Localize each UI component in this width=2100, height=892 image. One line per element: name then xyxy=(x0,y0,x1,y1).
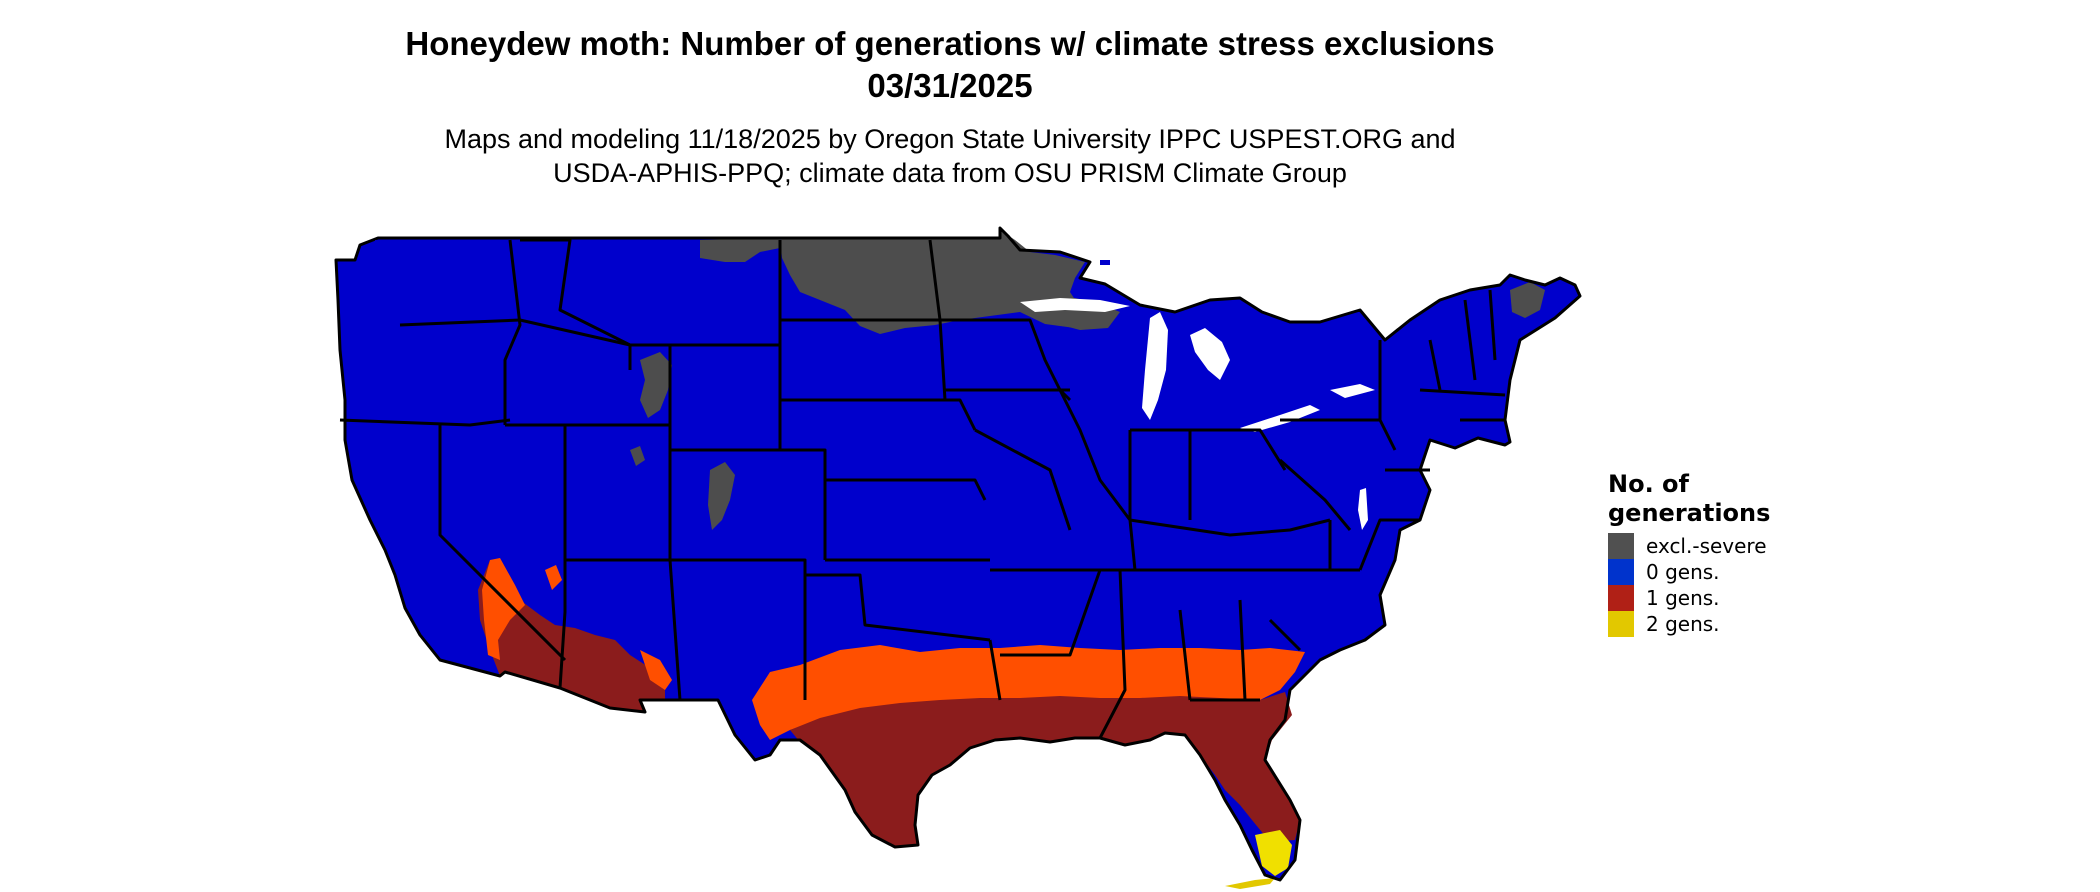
two-gen-south-florida xyxy=(1255,830,1292,876)
legend-title-line-2: generations xyxy=(1608,499,1771,527)
legend-swatch xyxy=(1608,611,1634,637)
legend-item: 1 gens. xyxy=(1608,585,1770,611)
legend-label: 0 gens. xyxy=(1646,560,1720,584)
legend-swatch xyxy=(1608,533,1634,559)
one-gen-dark-southwest xyxy=(478,560,665,712)
map-legend: No. of generations excl.-severe 0 gens. 1 … xyxy=(1608,470,1770,637)
exclusion-zone-colorado xyxy=(708,462,735,530)
one-gen-orange-arizona xyxy=(640,650,672,690)
subtitle-line-2: USDA-APHIS-PPQ; climate data from OSU PR… xyxy=(553,158,1347,188)
exclusion-zone-north-dakota-minnesota xyxy=(700,238,780,262)
legend-item: excl.-severe xyxy=(1608,533,1770,559)
state-borders xyxy=(334,226,1582,882)
legend-swatch xyxy=(1608,559,1634,585)
one-gen-orange-colorado-river xyxy=(545,565,562,590)
legend-item: 0 gens. xyxy=(1608,559,1770,585)
lake-ontario xyxy=(1330,384,1375,398)
one-gen-orange-band-south xyxy=(752,645,1305,740)
lake-superior xyxy=(1020,298,1130,312)
one-gen-dark-gulf xyxy=(790,692,1300,847)
exclusion-zone-maine xyxy=(1510,282,1545,318)
two-gen-florida-keys xyxy=(1225,878,1275,889)
chesapeake-bay xyxy=(1358,488,1368,530)
legend-label: 2 gens. xyxy=(1646,612,1720,636)
legend-label: 1 gens. xyxy=(1646,586,1720,610)
subtitle-line-1: Maps and modeling 11/18/2025 by Oregon S… xyxy=(444,124,1456,154)
lake-huron xyxy=(1190,328,1230,380)
exclusion-zone-north-central xyxy=(780,230,1100,334)
legend-items: excl.-severe 0 gens. 1 gens. 2 gens. xyxy=(1608,533,1770,637)
us-landmass xyxy=(336,228,1580,880)
legend-title-line-1: No. of xyxy=(1608,470,1689,498)
legend-item: 2 gens. xyxy=(1608,611,1770,637)
one-gen-orange-southwest xyxy=(482,558,525,660)
coastal-islands xyxy=(375,240,1226,660)
exclusion-zone-utah xyxy=(630,446,645,466)
legend-swatch xyxy=(1608,585,1634,611)
exclusion-zone-wyoming xyxy=(640,352,672,418)
lake-michigan xyxy=(1142,312,1168,420)
legend-label: excl.-severe xyxy=(1646,534,1767,558)
map-title-line-2: 03/31/2025 xyxy=(867,67,1033,104)
map-title-line-1: Honeydew moth: Number of generations w/ … xyxy=(405,25,1495,62)
